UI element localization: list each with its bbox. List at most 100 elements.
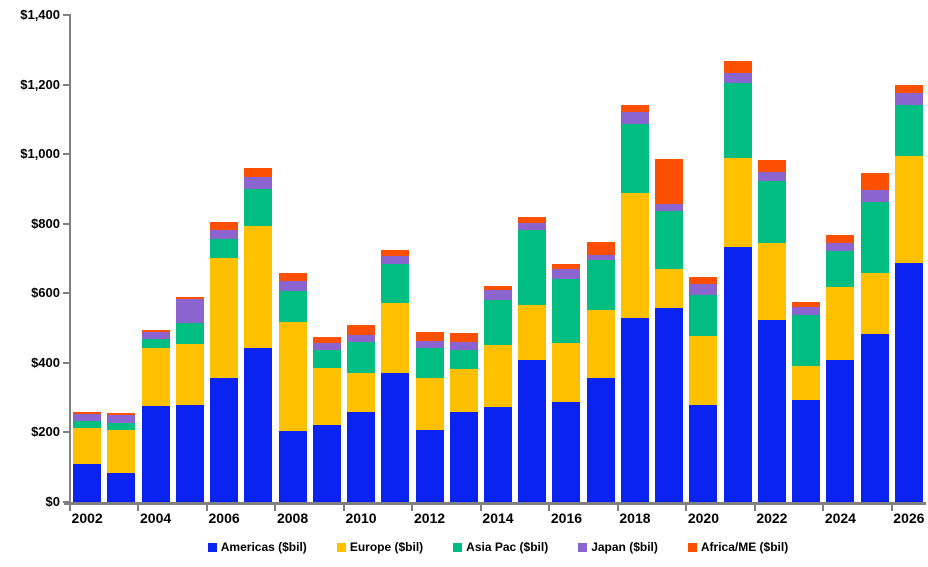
bar-segment-2017-americas-bil <box>586 378 615 502</box>
bar-segment-2023-americas-bil <box>792 399 821 502</box>
x-axis-tick <box>753 505 756 511</box>
bar-segment-2004-europe-bil <box>141 348 170 406</box>
bar-segment-2006-africa-me-bil <box>210 222 239 230</box>
bar-segment-2014-asia-pac-bil <box>484 299 512 345</box>
bar-segment-2011-africa-me-bil <box>381 249 410 256</box>
bar-segment-2019-asia-pac-bil <box>655 210 684 269</box>
bar-2009 <box>312 337 341 502</box>
x-axis-label: 2010 <box>345 510 377 526</box>
bar-segment-2023-asia-pac-bil <box>792 314 821 367</box>
x-axis-tick <box>137 505 140 511</box>
bar-segment-2015-europe-bil <box>518 305 547 360</box>
bar-segment-2024-asia-pac-bil <box>826 250 855 288</box>
bar-segment-2012-americas-bil <box>415 429 444 502</box>
bar-segment-2013-asia-pac-bil <box>449 349 478 369</box>
bar-segment-2005-americas-bil <box>175 405 204 502</box>
legend-label: Japan ($bil) <box>591 540 658 554</box>
bar-segment-2016-africa-me-bil <box>552 263 581 270</box>
y-axis-tick <box>63 361 69 364</box>
bar-segment-2025-africa-me-bil <box>860 172 889 190</box>
legend-label: Asia Pac ($bil) <box>466 540 549 554</box>
y-axis-tick <box>63 222 69 225</box>
bar-segment-2012-japan-bil <box>415 340 444 348</box>
x-axis-label: 2022 <box>756 510 788 526</box>
bar-2024 <box>826 235 855 502</box>
bar-segment-2005-japan-bil <box>175 299 204 323</box>
y-axis-tick <box>63 153 69 156</box>
bar-segment-2006-asia-pac-bil <box>210 238 239 258</box>
bar-2018 <box>620 105 649 502</box>
bar-2010 <box>347 324 376 502</box>
bar-segment-2024-japan-bil <box>826 242 855 251</box>
bar-segment-2009-africa-me-bil <box>312 337 341 344</box>
bar-segment-2025-japan-bil <box>860 189 889 202</box>
bar-segment-2011-europe-bil <box>381 303 410 373</box>
bar-segment-2009-europe-bil <box>312 368 341 426</box>
bar-segment-2010-asia-pac-bil <box>347 342 376 373</box>
bar-segment-2023-africa-me-bil <box>792 302 821 307</box>
x-axis-tick <box>822 505 825 511</box>
x-axis-line <box>64 502 926 505</box>
y-axis-label: $600 <box>31 285 60 301</box>
x-axis-label: 2020 <box>687 510 720 526</box>
x-axis-label: 2002 <box>71 510 103 526</box>
bar-segment-2017-japan-bil <box>586 254 615 260</box>
bar-segment-2024-africa-me-bil <box>826 235 855 243</box>
bar-segment-2023-europe-bil <box>792 366 821 400</box>
y-axis-label: $1,400 <box>20 7 60 22</box>
x-axis-tick <box>479 505 482 511</box>
y-axis-label: $1,000 <box>20 146 60 162</box>
bar-2026 <box>894 84 923 502</box>
bar-segment-2014-europe-bil <box>484 344 512 408</box>
bar-segment-2008-japan-bil <box>278 281 307 292</box>
bar-segment-2002-americas-bil <box>73 463 102 502</box>
bar-segment-2002-asia-pac-bil <box>73 421 102 428</box>
bar-segment-2011-americas-bil <box>381 372 410 502</box>
bar-segment-2022-japan-bil <box>757 171 786 182</box>
bar-segment-2019-europe-bil <box>655 268 684 308</box>
bar-segment-2016-europe-bil <box>552 343 581 402</box>
bar-segment-2017-asia-pac-bil <box>586 259 615 310</box>
bar-2020 <box>689 277 718 502</box>
bar-segment-2014-japan-bil <box>484 290 512 300</box>
bar-segment-2018-asia-pac-bil <box>620 124 649 193</box>
bar-segment-2015-japan-bil <box>518 222 547 231</box>
legend-item-asia-pac-bil: Asia Pac ($bil) <box>453 540 548 554</box>
bar-2017 <box>586 241 615 502</box>
bar-segment-2010-europe-bil <box>347 372 376 412</box>
bar-segment-2022-americas-bil <box>757 320 786 502</box>
bar-segment-2010-africa-me-bil <box>347 324 376 336</box>
bar-segment-2004-asia-pac-bil <box>141 339 170 349</box>
x-axis-label: 2006 <box>208 510 240 526</box>
x-axis-label: 2016 <box>550 510 583 526</box>
bar-segment-2025-asia-pac-bil <box>860 201 889 273</box>
legend-label: Americas ($bil) <box>220 540 307 554</box>
bar-segment-2012-asia-pac-bil <box>415 347 444 378</box>
bar-segment-2017-africa-me-bil <box>586 241 615 255</box>
bar-segment-2018-americas-bil <box>620 317 649 502</box>
bar-2022 <box>757 160 786 502</box>
bar-segment-2007-africa-me-bil <box>244 167 273 177</box>
bar-2008 <box>278 272 307 502</box>
bar-2021 <box>723 61 752 502</box>
x-axis-tick <box>342 505 345 511</box>
x-axis-tick <box>411 505 414 511</box>
bar-segment-2012-europe-bil <box>415 377 444 430</box>
bar-2025 <box>860 172 889 502</box>
legend: Americas ($bil) Europe ($bil) Asia Pac ($b… <box>70 540 926 554</box>
bar-segment-2019-americas-bil <box>655 307 684 502</box>
bar-segment-2013-europe-bil <box>449 368 478 412</box>
y-axis-tick <box>63 501 69 503</box>
bar-segment-2020-europe-bil <box>689 336 718 406</box>
bar-segment-2016-asia-pac-bil <box>552 279 581 344</box>
y-axis-label: $400 <box>31 354 60 370</box>
x-axis-label: 2024 <box>824 510 856 526</box>
bar-segment-2005-asia-pac-bil <box>175 322 204 344</box>
bar-segment-2007-europe-bil <box>244 226 273 348</box>
bar-segment-2006-americas-bil <box>210 377 239 502</box>
y-axis-tick <box>63 431 69 434</box>
bar-segment-2005-africa-me-bil <box>175 296 204 300</box>
bar-2007 <box>244 167 273 502</box>
y-axis-line <box>69 14 71 503</box>
bar-segment-2008-africa-me-bil <box>278 272 307 282</box>
